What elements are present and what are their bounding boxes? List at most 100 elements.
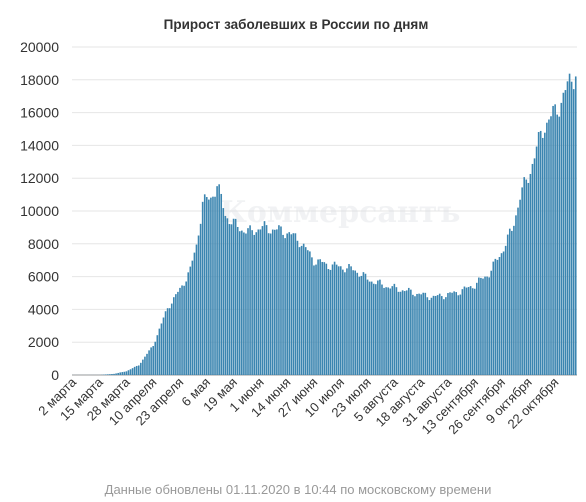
bar [348,264,350,375]
bar [383,287,385,375]
bar [115,373,117,375]
y-tick-label: 14000 [20,137,59,153]
bar [508,228,511,375]
bar [286,233,288,375]
bar [276,229,278,375]
bar [385,287,387,375]
bar [434,295,437,375]
bar [210,197,212,375]
bar [199,223,202,375]
bar [325,263,328,375]
bar [156,335,159,375]
y-tick-label: 4000 [28,301,59,317]
bar [175,294,177,375]
bar [311,257,313,375]
bar [261,226,264,375]
bar [257,229,260,375]
bar [241,230,243,375]
bar [187,272,190,375]
bar [243,232,245,375]
bar [570,81,573,375]
bar [354,270,356,375]
bar [387,287,389,375]
bar [364,273,367,375]
bar [319,259,321,375]
bar [337,266,340,375]
bar [436,295,439,375]
bar [412,294,414,375]
bar [214,196,216,375]
bar [410,289,412,375]
bar [399,291,402,375]
bar [432,295,435,375]
bar [482,278,484,375]
bar [533,158,536,375]
bar [465,287,468,375]
bar [564,90,567,376]
bar [467,287,470,375]
bar [453,291,455,375]
bar [513,225,515,375]
bar [127,370,130,375]
bar [391,286,394,375]
bar [370,281,373,375]
bar [344,272,346,375]
bar [222,208,225,375]
bar [469,286,472,375]
bar [504,245,507,375]
bar [405,290,408,375]
bar [523,177,526,375]
y-tick-label: 6000 [28,269,59,285]
bar [471,288,474,375]
bar [379,279,381,375]
bar [362,272,365,375]
bar [119,372,122,375]
bar [300,245,303,375]
bar [331,264,334,375]
bar [377,280,379,375]
bar [486,276,488,375]
bar [527,182,530,375]
bar [393,283,396,375]
bar [154,341,157,375]
watermark: Коммерсантъ [220,195,461,230]
bar [550,116,552,375]
bar [461,289,464,375]
bar [152,346,154,375]
bar [568,73,571,376]
bar [329,269,332,375]
bar [189,266,192,375]
bar [395,287,398,375]
bar [123,371,126,375]
y-tick-label: 20000 [20,39,59,55]
bar [375,284,377,375]
bar [191,260,194,375]
bar [445,297,447,375]
bar [352,270,354,375]
bar [333,261,336,375]
bar [129,369,132,375]
bar [111,374,113,375]
bar [535,146,538,375]
bar [506,234,509,375]
bar [517,207,519,375]
bar [158,328,161,375]
y-tick-label: 18000 [20,72,59,88]
bar [121,372,124,375]
bar [193,252,196,375]
bar [201,201,204,375]
bar [177,291,179,375]
bar [290,234,293,375]
bar [224,215,227,375]
bar [142,359,144,375]
bar [245,233,247,375]
bar [327,269,330,375]
bar [447,293,449,375]
bar [313,265,315,375]
bar [280,226,282,375]
bar [274,229,276,375]
bar [443,299,445,375]
bar [249,225,251,375]
